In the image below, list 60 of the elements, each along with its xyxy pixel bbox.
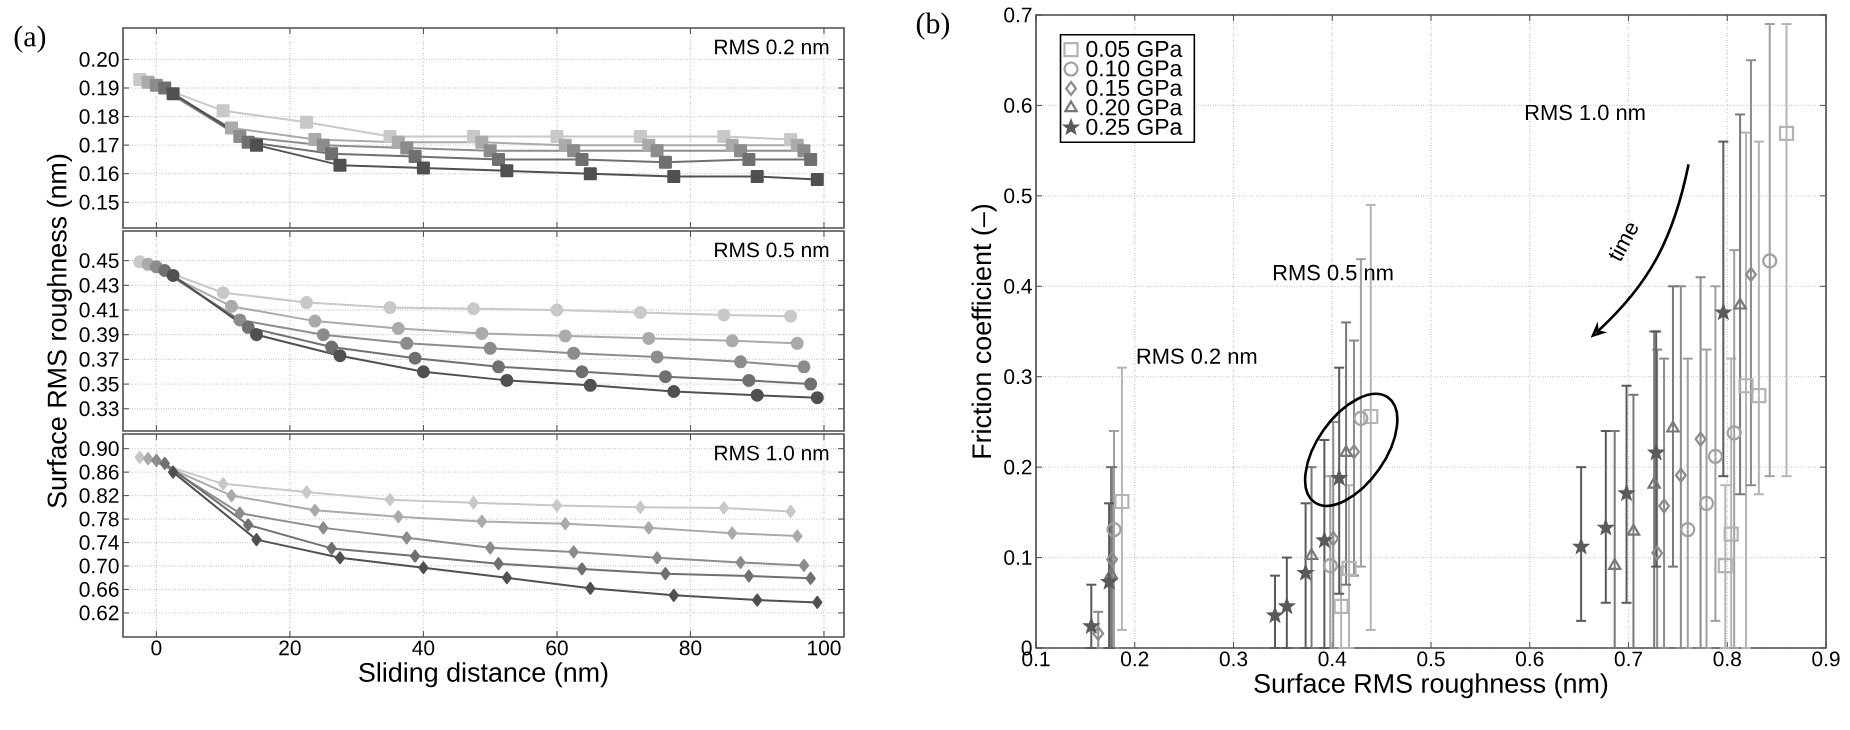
y-tick-label: 0.45: [79, 253, 119, 269]
y-tick-label: 0.2: [1004, 459, 1032, 475]
y-tick-label: 0.4: [1004, 278, 1032, 294]
annotation: RMS 0.5 nm: [1273, 264, 1393, 281]
x-axis-title: Sliding distance (nm): [359, 662, 608, 688]
annotation: RMS 1.0 nm: [715, 445, 829, 461]
y-tick-label: 0.90: [79, 441, 119, 457]
y-tick-label: 0.33: [79, 401, 119, 417]
y-tick-label: 0.6: [1004, 98, 1032, 113]
y-tick-label: 0.15: [79, 194, 119, 210]
annotation: time: [1608, 223, 1638, 261]
x-tick-label: 100: [808, 640, 841, 656]
legend-label: 0.20 GPa: [1086, 99, 1183, 116]
x-tick-label: 0.2: [1121, 651, 1149, 667]
y-tick-label: 0.7: [1004, 7, 1032, 23]
annotation: RMS 0.2 nm: [715, 39, 829, 55]
x-tick-label: 0.5: [1417, 651, 1445, 667]
y-tick-label: 0.19: [79, 80, 119, 96]
chart-title: (b): [916, 12, 950, 40]
legend-label: 0.05 GPa: [1086, 40, 1183, 57]
y-tick-label: 0.43: [79, 277, 119, 293]
y-tick-label: 0.3: [1004, 369, 1032, 385]
legend-label: 0.10 GPa: [1086, 60, 1183, 77]
y-tick-label: 0.17: [79, 137, 119, 153]
y-tick-label: 0.16: [79, 166, 119, 182]
x-tick-label: 80: [679, 640, 702, 656]
x-tick-label: 0.3: [1219, 651, 1248, 667]
x-tick-label: 60: [546, 640, 568, 656]
annotation: RMS 0.2 nm: [1137, 348, 1257, 364]
y-tick-label: 0.37: [79, 351, 119, 367]
y-tick-label: 0.70: [79, 558, 119, 574]
y-tick-label: 0.20: [79, 52, 119, 67]
x-tick-label: 0.7: [1614, 651, 1642, 667]
y-axis-title: Surface RMS roughness (nm): [46, 154, 72, 508]
x-tick-label: 0.8: [1713, 651, 1741, 667]
x-tick-label: 40: [412, 640, 435, 656]
y-axis-title: Friction coefficient (–): [971, 204, 997, 458]
x-tick-label: 0: [151, 640, 162, 656]
y-tick-label: 0.82: [79, 488, 119, 504]
x-tick-label: 0.9: [1812, 651, 1840, 667]
x-axis-title: Surface RMS roughness (nm): [1254, 673, 1608, 699]
x-tick-label: 0.4: [1318, 651, 1347, 667]
y-tick-label: 0.62: [79, 605, 119, 621]
x-tick-label: 20: [279, 640, 301, 656]
y-tick-label: 0.39: [79, 327, 119, 343]
y-tick-label: 0.1: [1004, 550, 1032, 565]
y-tick-label: 0.86: [79, 464, 119, 480]
chart-title: (a): [14, 25, 46, 53]
annotation: RMS 1.0 nm: [1525, 104, 1645, 121]
y-tick-label: 0.35: [79, 376, 119, 392]
y-tick-label: 0.78: [79, 511, 119, 527]
y-tick-label: 0.18: [79, 109, 119, 124]
y-tick-label: 0.41: [79, 302, 119, 318]
legend-label: 0.25 GPa: [1086, 118, 1183, 135]
y-tick-label: 0.66: [79, 582, 119, 597]
y-tick-label: 0.74: [79, 535, 119, 550]
y-tick-label: 0.5: [1004, 188, 1032, 204]
annotation: RMS 0.5 nm: [715, 242, 829, 258]
legend-label: 0.15 GPa: [1086, 79, 1183, 96]
x-tick-label: 0.6: [1516, 651, 1544, 667]
